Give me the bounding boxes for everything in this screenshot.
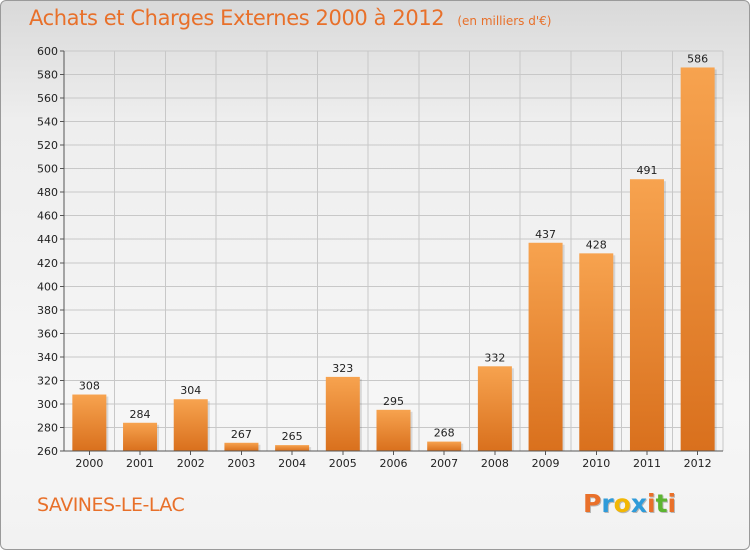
y-tick-label: 320 xyxy=(37,374,58,387)
bar-2001 xyxy=(123,422,158,451)
y-tick-label: 520 xyxy=(37,139,58,152)
bar-2005 xyxy=(325,376,360,451)
axes: 260 280 300 320 340 360 380 400 420 440 460 480 500 5… xyxy=(37,45,723,470)
y-tick-label: 560 xyxy=(37,92,58,105)
y-tick-label: 600 xyxy=(37,45,58,58)
logo-letter: t xyxy=(655,489,668,518)
logo-letter: P xyxy=(583,489,602,518)
x-tick-label: 2007 xyxy=(430,457,458,470)
x-tick-label: 2006 xyxy=(380,457,408,470)
value-label: 491 xyxy=(636,164,657,177)
value-label: 332 xyxy=(484,351,505,364)
y-tick-label: 300 xyxy=(37,398,58,411)
x-tick-label: 2011 xyxy=(633,457,661,470)
chart-title: Achats et Charges Externes 2000 à 2012 xyxy=(29,6,445,30)
y-tick-label: 360 xyxy=(37,327,58,340)
x-tick-label: 2005 xyxy=(329,457,357,470)
bar-2002 xyxy=(173,399,208,451)
logo-letter: x xyxy=(630,489,647,518)
title-row: Achats et Charges Externes 2000 à 2012 (… xyxy=(29,6,551,30)
bar-2007 xyxy=(427,441,462,451)
y-tick-label: 460 xyxy=(37,210,58,223)
logo-letter: i xyxy=(667,489,677,518)
y-tick-label: 260 xyxy=(37,445,58,458)
bar-2011 xyxy=(629,179,664,451)
value-label: 304 xyxy=(180,384,201,397)
y-tick-label: 380 xyxy=(37,304,58,317)
value-label: 586 xyxy=(687,52,708,65)
y-tick-label: 280 xyxy=(37,421,58,434)
x-tick-label: 2012 xyxy=(684,457,712,470)
logo-letter: i xyxy=(647,489,656,518)
y-tick-label: 580 xyxy=(37,69,58,82)
value-label: 284 xyxy=(130,408,151,421)
value-label: 323 xyxy=(332,362,353,375)
x-tick-label: 2003 xyxy=(227,457,255,470)
proxiti-logo: Proxiti xyxy=(583,489,676,518)
bars: 308 284 304 267 265 323 295 268 332 437 428 491 586 xyxy=(72,52,717,452)
x-tick-label: 2002 xyxy=(177,457,205,470)
y-tick-label: 400 xyxy=(37,280,58,293)
y-tick-label: 340 xyxy=(37,351,58,364)
value-label: 437 xyxy=(535,228,556,241)
place-name: SAVINES-LE-LAC xyxy=(37,494,185,516)
y-tick-label: 500 xyxy=(37,163,58,176)
x-tick-label: 2004 xyxy=(278,457,306,470)
bar-2008 xyxy=(477,366,512,451)
bar-2000 xyxy=(72,394,107,451)
bar-2010 xyxy=(579,253,614,451)
bar-2003 xyxy=(224,442,259,451)
grid-lines xyxy=(63,50,724,452)
bar-2006 xyxy=(376,409,411,451)
value-label: 428 xyxy=(586,238,607,251)
y-tick-label: 440 xyxy=(37,233,58,246)
logo-letter: r xyxy=(601,489,614,518)
x-tick-label: 2000 xyxy=(75,457,103,470)
value-label: 267 xyxy=(231,428,252,441)
logo-letter: o xyxy=(613,489,631,518)
x-tick-label: 2001 xyxy=(126,457,154,470)
y-tick-label: 540 xyxy=(37,116,58,129)
value-label: 295 xyxy=(383,395,404,408)
value-label: 265 xyxy=(282,430,303,443)
value-label: 308 xyxy=(79,380,100,393)
bar-2004 xyxy=(275,445,310,451)
bar-2012 xyxy=(680,67,715,452)
bar-2009 xyxy=(528,242,563,451)
value-label: 268 xyxy=(434,427,455,440)
y-tick-label: 480 xyxy=(37,186,58,199)
x-tick-label: 2009 xyxy=(532,457,560,470)
y-tick-label: 420 xyxy=(37,257,58,270)
x-tick-label: 2010 xyxy=(582,457,610,470)
x-tick-label: 2008 xyxy=(481,457,509,470)
chart-unit: (en milliers d'€) xyxy=(457,14,552,28)
